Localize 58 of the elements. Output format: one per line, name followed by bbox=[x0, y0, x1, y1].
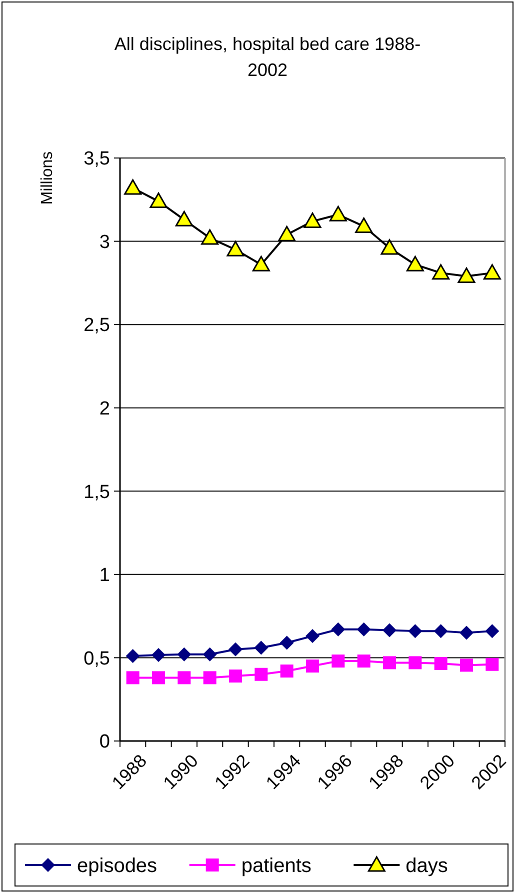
point bbox=[306, 660, 319, 673]
point bbox=[329, 206, 347, 222]
y-tick-label: 0 bbox=[99, 732, 110, 753]
y-tick-label: 1,5 bbox=[84, 482, 110, 503]
point bbox=[406, 256, 424, 272]
point bbox=[355, 218, 373, 234]
point bbox=[383, 656, 396, 670]
point bbox=[458, 268, 476, 284]
point bbox=[306, 629, 320, 644]
point bbox=[460, 626, 474, 640]
point bbox=[434, 657, 448, 670]
point bbox=[126, 649, 140, 664]
point bbox=[278, 226, 296, 242]
point bbox=[226, 240, 244, 256]
y-tick-label: 2 bbox=[99, 398, 110, 420]
point bbox=[150, 192, 168, 208]
point bbox=[486, 658, 499, 671]
point bbox=[152, 648, 166, 662]
point bbox=[178, 671, 191, 684]
point bbox=[408, 624, 422, 638]
point bbox=[382, 623, 396, 638]
point bbox=[201, 229, 219, 245]
point bbox=[203, 671, 216, 684]
y-tick-label: 3,5 bbox=[84, 148, 110, 170]
point bbox=[304, 212, 322, 228]
y-tick-label: 1 bbox=[99, 565, 110, 586]
point bbox=[202, 647, 217, 662]
chart-title: All disciplines, hospital bed care 1988-2002 bbox=[114, 34, 421, 80]
y-tick-label: 2,5 bbox=[84, 315, 110, 336]
point bbox=[280, 636, 294, 650]
y-tick-label: 3 bbox=[99, 232, 110, 253]
point bbox=[254, 668, 268, 681]
point bbox=[460, 658, 473, 672]
point bbox=[356, 622, 371, 636]
point bbox=[357, 654, 370, 668]
point bbox=[332, 654, 345, 668]
point bbox=[485, 624, 500, 638]
point bbox=[331, 622, 346, 636]
point bbox=[254, 640, 268, 655]
point bbox=[434, 624, 448, 638]
point bbox=[252, 256, 270, 272]
point bbox=[229, 670, 242, 683]
point bbox=[124, 179, 142, 195]
point bbox=[408, 656, 422, 670]
point bbox=[228, 642, 242, 656]
point bbox=[280, 664, 294, 678]
point bbox=[380, 239, 398, 255]
point bbox=[175, 210, 193, 226]
y-axis-title: Millions bbox=[39, 151, 56, 205]
point bbox=[483, 264, 501, 280]
point bbox=[126, 671, 140, 684]
legend-label: episodes bbox=[77, 855, 158, 877]
point bbox=[177, 647, 192, 662]
point bbox=[432, 264, 450, 280]
y-tick-label: 0,5 bbox=[84, 648, 110, 670]
legend-label: days bbox=[406, 855, 448, 877]
point bbox=[152, 671, 165, 684]
legend-label: patients bbox=[241, 855, 312, 877]
